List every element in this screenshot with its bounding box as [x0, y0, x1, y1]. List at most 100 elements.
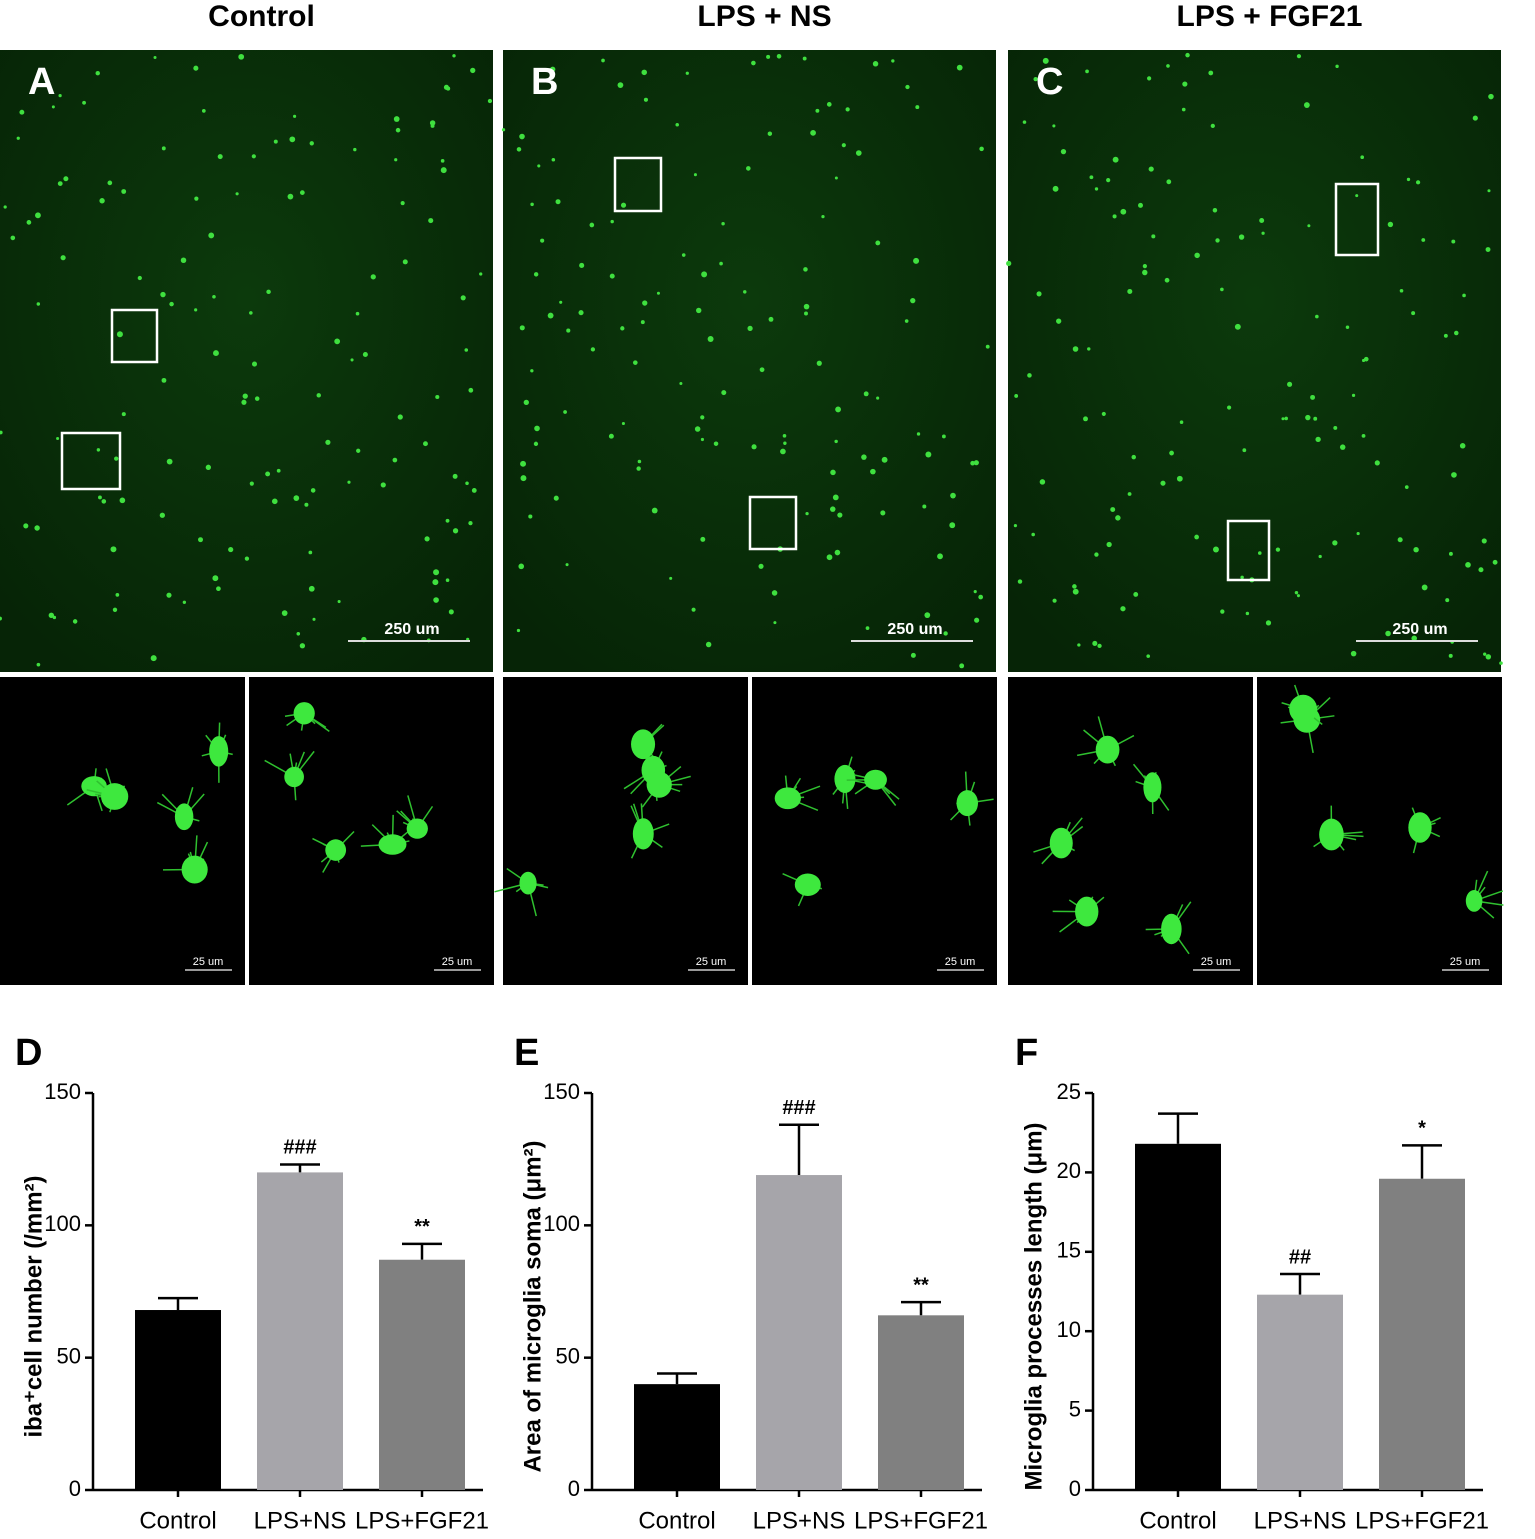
cell: [1033, 76, 1038, 82]
cell: [520, 460, 527, 467]
cell: [251, 154, 256, 159]
soma: [794, 873, 821, 896]
cell: [443, 84, 449, 90]
cell: [114, 456, 119, 461]
cell: [905, 84, 910, 90]
cell: [675, 122, 679, 127]
cell: [1445, 598, 1450, 603]
cell: [746, 166, 751, 171]
cell: [1127, 492, 1132, 496]
cell: [337, 599, 341, 604]
cell: [1120, 208, 1127, 215]
significance-label: **: [414, 1216, 430, 1238]
cell: [501, 128, 506, 132]
cell: [1363, 356, 1369, 362]
scale-label: 250 um: [384, 621, 439, 638]
cell: [115, 592, 120, 597]
cell: [1351, 393, 1356, 398]
cell: [1307, 224, 1311, 228]
cell: [1110, 507, 1116, 512]
cell: [1287, 381, 1293, 387]
x-tick-label: LPS+FGF21: [1355, 1507, 1489, 1534]
cell: [1284, 416, 1288, 421]
y-tick-label: 50: [57, 1343, 81, 1368]
cell: [424, 536, 430, 542]
cell: [433, 597, 439, 603]
soma: [1319, 818, 1344, 851]
cell: [1265, 620, 1272, 626]
cell: [1127, 288, 1133, 294]
panel-letter: C: [1036, 61, 1063, 103]
cell: [547, 312, 554, 319]
cell: [620, 326, 625, 331]
cell: [1027, 373, 1032, 378]
cell: [766, 54, 771, 59]
cell: [870, 468, 876, 475]
cell: [1106, 178, 1111, 183]
cell: [751, 60, 756, 66]
cell: [356, 448, 361, 453]
cell: [721, 390, 727, 396]
bar: [1257, 1294, 1343, 1490]
panel-letter: A: [28, 61, 55, 103]
cell: [601, 58, 605, 63]
cell: [1112, 214, 1117, 219]
inset-scale-label: 25 um: [193, 956, 224, 968]
cell: [116, 331, 123, 338]
cell: [1374, 460, 1380, 466]
y-tick-label: 100: [543, 1211, 580, 1236]
bar: [1135, 1143, 1221, 1490]
cell: [1036, 291, 1042, 297]
cell: [208, 232, 215, 239]
cell: [758, 563, 764, 569]
cell: [266, 289, 271, 295]
cell: [669, 576, 673, 580]
significance-label: ##: [1289, 1246, 1311, 1268]
cell: [51, 105, 55, 109]
cell: [440, 159, 445, 163]
cell: [949, 522, 956, 529]
cell: [1106, 541, 1112, 548]
cell: [780, 448, 786, 455]
cell: [841, 143, 846, 148]
cell: [1385, 630, 1391, 637]
cell: [1481, 538, 1487, 544]
cell: [1242, 448, 1247, 453]
cell: [1006, 260, 1012, 267]
soma: [1161, 913, 1182, 945]
cell: [216, 586, 221, 592]
cell: [316, 393, 321, 398]
cell: [161, 146, 166, 151]
cell: [693, 173, 697, 177]
cell: [1131, 454, 1136, 460]
cell: [861, 454, 867, 460]
cell: [1387, 221, 1394, 228]
cell: [212, 295, 216, 299]
cell: [355, 311, 360, 316]
cell: [440, 167, 447, 174]
cell: [700, 536, 706, 542]
cell: [1296, 594, 1300, 598]
cell: [1146, 654, 1151, 658]
soma: [774, 787, 801, 810]
cell: [433, 569, 440, 576]
y-tick-label: 25: [1057, 1079, 1081, 1104]
cell: [1303, 102, 1310, 108]
cell: [1085, 69, 1089, 74]
cell: [1017, 579, 1023, 584]
cell: [452, 473, 458, 479]
cell: [293, 495, 300, 501]
cell: [1361, 433, 1366, 438]
cell: [1087, 347, 1091, 351]
cell: [395, 127, 401, 133]
bar: [1379, 1178, 1465, 1490]
roi-box: [60, 431, 122, 491]
cell: [696, 307, 702, 314]
cell: [685, 71, 689, 75]
cell: [1310, 394, 1316, 400]
cell: [701, 271, 708, 278]
cell: [0, 430, 3, 435]
cell: [1339, 444, 1346, 450]
y-axis-label: Microglia processes length (μm): [1020, 1122, 1047, 1490]
cell: [1281, 417, 1285, 421]
